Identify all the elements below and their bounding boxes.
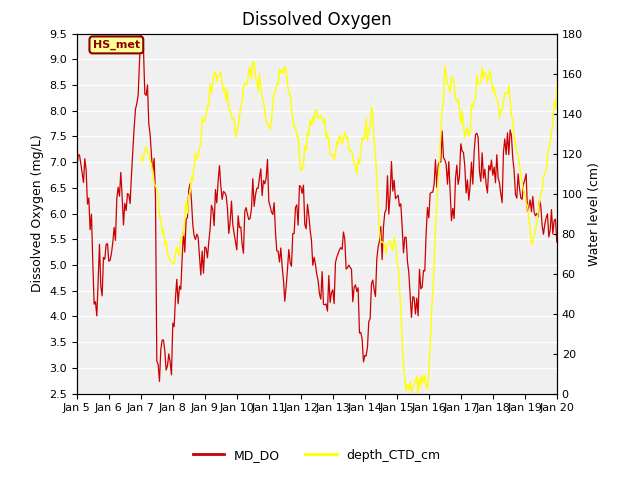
- Y-axis label: Water level (cm): Water level (cm): [588, 162, 602, 265]
- Title: Dissolved Oxygen: Dissolved Oxygen: [242, 11, 392, 29]
- Text: HS_met: HS_met: [93, 40, 140, 50]
- Y-axis label: Dissolved Oxygen (mg/L): Dissolved Oxygen (mg/L): [31, 135, 44, 292]
- Legend: MD_DO, depth_CTD_cm: MD_DO, depth_CTD_cm: [188, 444, 445, 467]
